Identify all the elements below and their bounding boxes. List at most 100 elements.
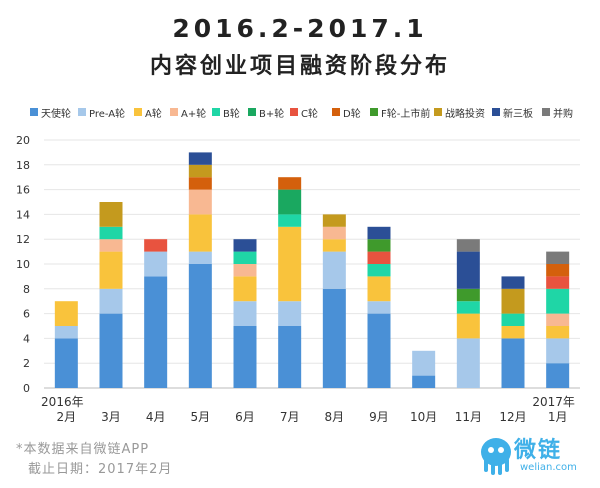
- bar-segment: [233, 301, 257, 326]
- bar-segment: [233, 276, 257, 302]
- y-tick-label: 16: [16, 184, 30, 197]
- legend-item: D轮: [332, 104, 361, 120]
- bar-segment: [278, 226, 302, 302]
- bar-segment: [54, 338, 78, 388]
- legend-swatch: [212, 108, 220, 116]
- y-tick-label: 6: [23, 308, 30, 321]
- bar-segment: [188, 214, 212, 252]
- legend-swatch: [134, 108, 142, 116]
- x-tick-label-year: 2017年: [532, 395, 575, 409]
- bar-segment: [412, 350, 436, 376]
- y-tick-label: 20: [16, 134, 30, 147]
- legend-label: A轮: [145, 108, 162, 120]
- bar-segment: [367, 301, 391, 314]
- logo-text: 微链: [514, 438, 563, 463]
- legend-swatch: [332, 108, 340, 116]
- legend-label: A+轮: [181, 108, 207, 120]
- welian-logo-icon: [481, 438, 511, 475]
- legend-item: A+轮: [170, 104, 206, 120]
- bar-segment: [501, 338, 525, 388]
- legend-swatch: [78, 108, 86, 116]
- bar-segment: [412, 375, 436, 388]
- x-tick-label: 10月: [410, 410, 437, 424]
- bar-segment: [367, 251, 391, 264]
- bar-segment: [322, 288, 346, 388]
- bar-segment: [367, 264, 391, 277]
- legend-label: 战略投资: [445, 108, 485, 120]
- legend-item: 新三板: [492, 104, 533, 120]
- legend-item: B+轮: [248, 104, 284, 120]
- bar-segment: [456, 313, 480, 339]
- x-tick-label: 7月: [280, 410, 300, 424]
- bar-segment: [233, 326, 257, 388]
- legend-swatch: [434, 108, 442, 116]
- bar-segment: [501, 276, 525, 289]
- bar-segment: [233, 251, 257, 264]
- bar-segment: [546, 313, 570, 326]
- bar-segment: [54, 326, 78, 339]
- legend-item: B轮: [212, 104, 240, 120]
- y-tick-label: 18: [16, 159, 30, 172]
- bar-segment: [144, 251, 168, 277]
- chart-title-period: 2016.2-2017.1: [172, 14, 428, 43]
- legend-item: A轮: [134, 104, 162, 120]
- bar-segment: [546, 251, 570, 264]
- legend-label: C轮: [301, 108, 318, 120]
- legend-swatch: [290, 108, 298, 116]
- bar-segment: [546, 326, 570, 339]
- x-tick-label: 12月: [499, 410, 526, 424]
- x-tick-label: 5月: [191, 410, 211, 424]
- bar-segment: [188, 164, 212, 178]
- legend-label: F轮-上市前: [381, 108, 431, 120]
- legend-item: Pre-A轮: [78, 104, 125, 120]
- legend-label: 并购: [553, 108, 573, 120]
- y-tick-label: 4: [23, 332, 30, 345]
- bar-segment: [367, 239, 391, 252]
- bar-segment: [456, 251, 480, 289]
- bar-segment: [456, 301, 480, 314]
- bar-segment: [278, 326, 302, 388]
- x-tick-label: 1月: [548, 410, 568, 424]
- legend-swatch: [248, 108, 256, 116]
- legend-label: Pre-A轮: [89, 108, 126, 120]
- bar-segment: [322, 226, 346, 240]
- bar-segment: [546, 276, 570, 289]
- bar-segment: [501, 313, 525, 326]
- bar-segment: [546, 288, 570, 314]
- x-tick-label: 3月: [101, 410, 121, 424]
- bar-segment: [501, 288, 525, 314]
- bar-segment: [144, 276, 168, 388]
- bar-segment: [188, 152, 212, 165]
- x-tick-label-year: 2016年: [41, 395, 84, 409]
- legend-label: D轮: [343, 108, 361, 120]
- x-tick-label: 9月: [369, 410, 389, 424]
- x-tick-label: 2月: [57, 410, 77, 424]
- bar-segment: [501, 326, 525, 339]
- legend-swatch: [492, 108, 500, 116]
- y-tick-label: 10: [16, 258, 30, 271]
- bar-segment: [367, 276, 391, 302]
- bar-segment: [188, 189, 212, 215]
- bar-segment: [367, 313, 391, 388]
- bar-segment: [99, 313, 123, 388]
- legend-swatch: [542, 108, 550, 116]
- bar-segment: [322, 214, 346, 227]
- bar-segment: [546, 264, 570, 277]
- bar-segment: [99, 288, 123, 314]
- legend-label: B+轮: [259, 108, 285, 120]
- bar-segment: [278, 214, 302, 227]
- bar-segment: [54, 301, 78, 326]
- legend-label: 新三板: [503, 108, 533, 120]
- source-note: *本数据来自微链APP: [16, 442, 150, 457]
- y-tick-label: 14: [16, 208, 30, 221]
- legend-label: 天使轮: [41, 108, 71, 120]
- bar-segment: [99, 251, 123, 289]
- chart-title-subject: 内容创业项目融资阶段分布: [149, 54, 450, 79]
- legend-swatch: [370, 108, 378, 116]
- cutoff-date-note: 截止日期：2017年2月: [28, 462, 173, 477]
- bar-segment: [456, 338, 480, 388]
- legend-swatch: [170, 108, 178, 116]
- bar-segment: [456, 239, 480, 252]
- legend-item: 天使轮: [30, 104, 71, 120]
